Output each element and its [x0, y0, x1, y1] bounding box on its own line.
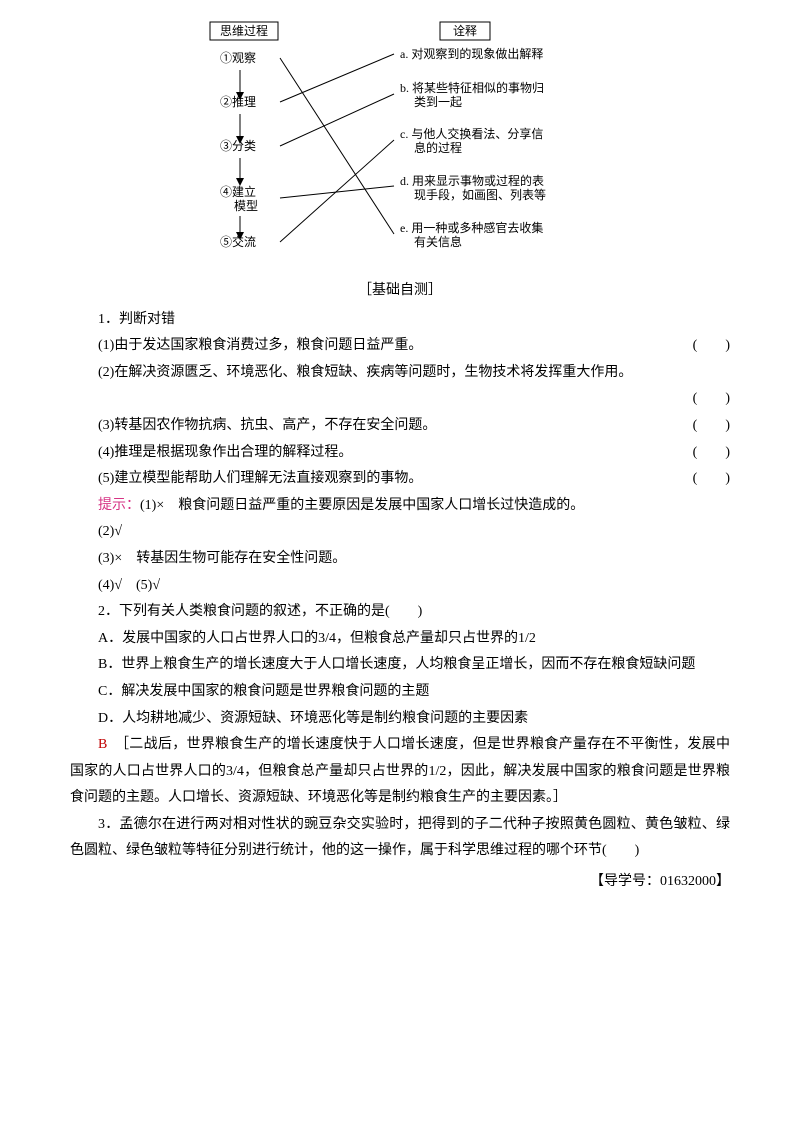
- tf-text: (5)建立模型能帮助人们理解无法直接观察到的事物。: [70, 466, 422, 493]
- q3-stem: 3．孟德尔在进行两对相对性状的豌豆杂交实验时，把得到的子二代种子按照黄色圆粒、黄…: [70, 812, 730, 865]
- page: 思维过程 诠释 ①观察 ②推理 ③分类 ④建立 模型 ⑤交流: [0, 0, 800, 1132]
- q2-opt-d: D．人均耕地减少、资源短缺、环境恶化等是制约粮食问题的主要因素: [70, 706, 730, 733]
- q2-answer-letter: B: [98, 737, 107, 752]
- left-column: ①观察 ②推理 ③分类 ④建立 模型 ⑤交流: [220, 51, 258, 249]
- tf-paren: ( ): [693, 413, 730, 440]
- tf-paren: ( ): [693, 440, 730, 467]
- tf-item-2-text: (2)在解决资源匮乏、环境恶化、粮食短缺、疾病等问题时，生物技术将发挥重大作用。: [70, 360, 730, 387]
- tf-item-1: (1)由于发达国家粮食消费过多，粮食问题日益严重。 ( ): [70, 333, 730, 360]
- diagram-svg: 思维过程 诠释 ①观察 ②推理 ③分类 ④建立 模型 ⑤交流: [180, 20, 620, 270]
- left-node-2: ②推理: [220, 95, 256, 109]
- right-node-d-l1: d. 用来显示事物或过程的表: [400, 173, 544, 188]
- q1-title: 1．判断对错: [70, 307, 730, 334]
- tf-text: (3)转基因农作物抗病、抗虫、高产，不存在安全问题。: [70, 413, 436, 440]
- right-node-e-l2: 有关信息: [414, 234, 462, 249]
- q2-opt-a: A．发展中国家的人口占世界人口的3/4，但粮食总产量却只占世界的1/2: [70, 626, 730, 653]
- q2-opt-b: B．世界上粮食生产的增长速度大于人口增长速度，人均粮食呈正增长，因而不存在粮食短…: [70, 652, 730, 679]
- q2-explain-text: ［二战后，世界粮食生产的增长速度快于人口增长速度，但是世界粮食产量存在不平衡性，…: [70, 737, 730, 805]
- right-header: 诠释: [453, 23, 477, 38]
- matching-diagram: 思维过程 诠释 ①观察 ②推理 ③分类 ④建立 模型 ⑤交流: [180, 20, 620, 270]
- left-node-4-sub: 模型: [234, 199, 258, 213]
- left-node-4: ④建立: [220, 184, 256, 199]
- right-node-e-l1: e. 用一种或多种感官去收集: [400, 220, 543, 235]
- hint-1-text: (1)× 粮食问题日益严重的主要原因是发展中国家人口增长过快造成的。: [140, 498, 584, 513]
- hint-label: 提示：: [98, 498, 140, 513]
- hint-3: (3)× 转基因生物可能存在安全性问题。: [70, 546, 730, 573]
- edge-5-c: [280, 140, 394, 242]
- left-node-5: ⑤交流: [220, 234, 256, 249]
- right-node-d-l2: 现手段，如画图、列表等: [414, 187, 546, 202]
- hint-2: (2)√: [70, 519, 730, 546]
- tf-text: (4)推理是根据现象作出合理的解释过程。: [70, 440, 352, 467]
- right-node-c-l1: c. 与他人交换看法、分享信: [400, 126, 543, 141]
- edge-3-b: [280, 94, 394, 146]
- tf-paren: ( ): [693, 333, 730, 360]
- right-node-a: a. 对观察到的现象做出解释: [400, 46, 543, 61]
- edge-4-d: [280, 186, 394, 198]
- right-node-b-l1: b. 将某些特征相似的事物归: [400, 80, 544, 95]
- section-label: ［基础自测］: [70, 278, 730, 305]
- hint-1: 提示：(1)× 粮食问题日益严重的主要原因是发展中国家人口增长过快造成的。: [70, 493, 730, 520]
- left-header: 思维过程: [220, 23, 268, 38]
- tf-item-5: (5)建立模型能帮助人们理解无法直接观察到的事物。 ( ): [70, 466, 730, 493]
- tf-paren: ( ): [693, 386, 730, 413]
- match-lines: [280, 54, 394, 242]
- hint-45: (4)√ (5)√: [70, 573, 730, 600]
- left-node-3: ③分类: [220, 139, 256, 153]
- right-node-b-l2: 类到一起: [414, 95, 462, 109]
- q2-stem: 2．下列有关人类粮食问题的叙述，不正确的是( ): [70, 599, 730, 626]
- q2-opt-c: C．解决发展中国家的粮食问题是世界粮食问题的主题: [70, 679, 730, 706]
- tf-paren: ( ): [693, 466, 730, 493]
- right-node-c-l2: 息的过程: [414, 140, 462, 155]
- tf-item-2-paren-row: ( ): [70, 386, 730, 413]
- right-column: a. 对观察到的现象做出解释 b. 将某些特征相似的事物归 类到一起 c. 与他…: [400, 46, 546, 249]
- q2-explain: B ［二战后，世界粮食生产的增长速度快于人口增长速度，但是世界粮食产量存在不平衡…: [70, 732, 730, 812]
- tf-item-4: (4)推理是根据现象作出合理的解释过程。 ( ): [70, 440, 730, 467]
- left-node-1: ①观察: [220, 51, 256, 65]
- edge-2-a: [280, 54, 394, 102]
- tf-item-3: (3)转基因农作物抗病、抗虫、高产，不存在安全问题。 ( ): [70, 413, 730, 440]
- reference-number: 【导学号：01632000】: [70, 869, 730, 896]
- tf-text: (1)由于发达国家粮食消费过多，粮食问题日益严重。: [70, 333, 422, 360]
- edge-1-e: [280, 58, 394, 234]
